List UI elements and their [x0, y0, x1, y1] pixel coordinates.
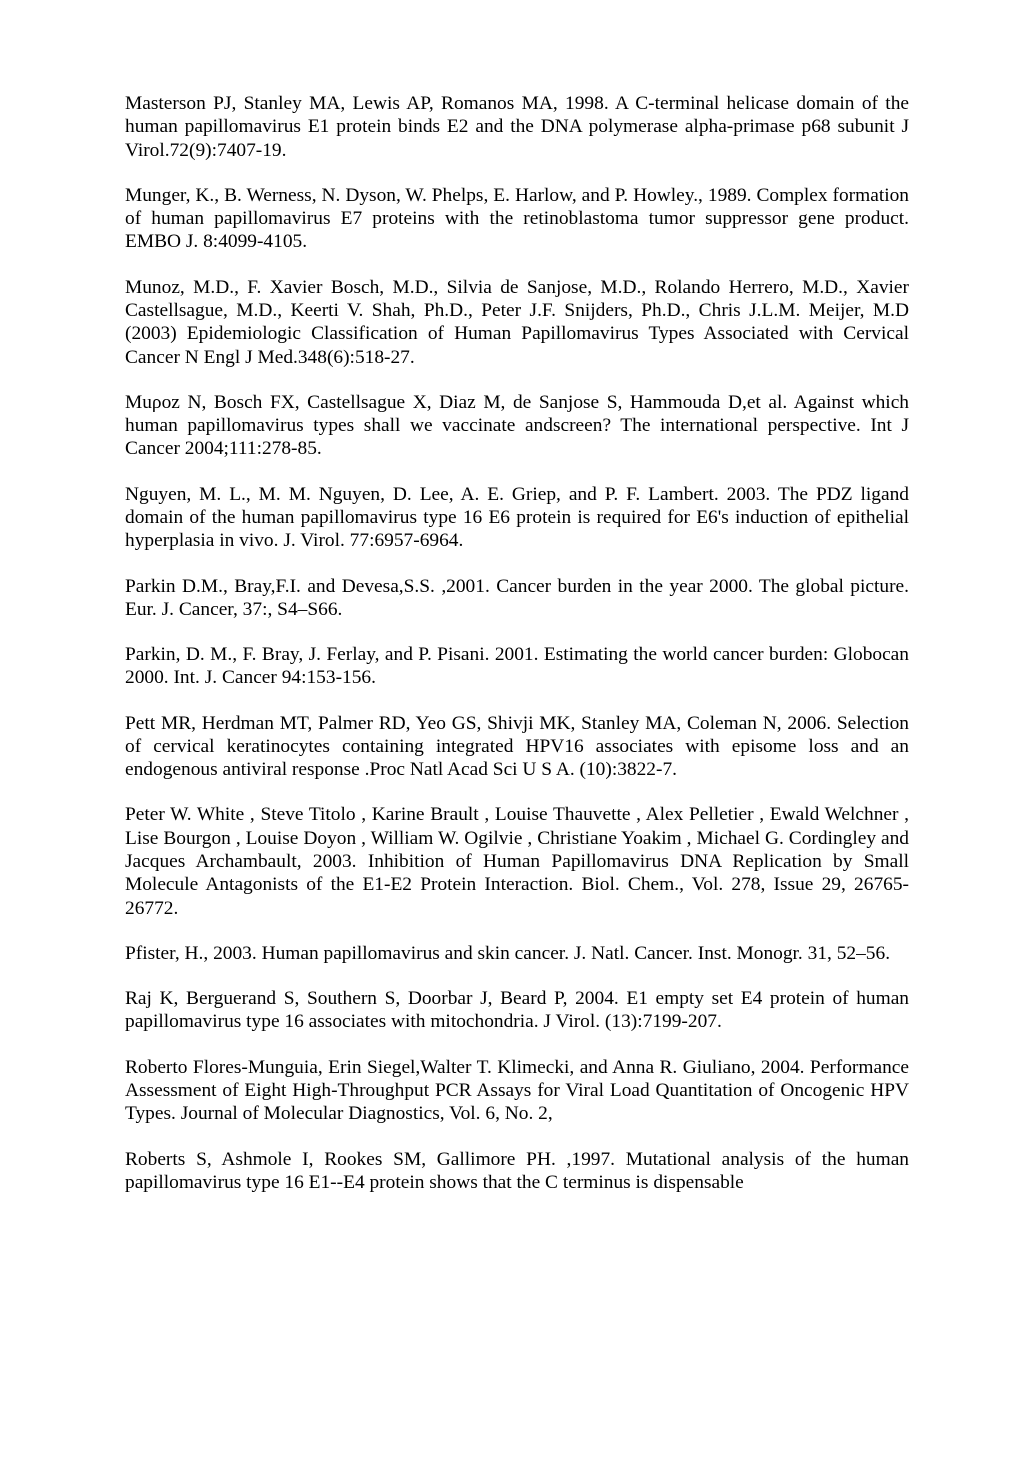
- reference-entry: Pfister, H., 2003. Human papillomavirus …: [125, 942, 909, 965]
- reference-entry: Roberto Flores-Munguia, Erin Siegel,Walt…: [125, 1056, 909, 1126]
- reference-entry: Muρoz N, Bosch FX, Castellsague X, Diaz …: [125, 391, 909, 461]
- reference-entry: Pett MR, Herdman MT, Palmer RD, Yeo GS, …: [125, 712, 909, 782]
- reference-entry: Raj K, Berguerand S, Southern S, Doorbar…: [125, 987, 909, 1034]
- reference-entry: Munger, K., B. Werness, N. Dyson, W. Phe…: [125, 184, 909, 254]
- reference-entry: Parkin D.M., Bray,F.I. and Devesa,S.S. ,…: [125, 575, 909, 622]
- reference-entry: Nguyen, M. L., M. M. Nguyen, D. Lee, A. …: [125, 483, 909, 553]
- reference-entry: Parkin, D. M., F. Bray, J. Ferlay, and P…: [125, 643, 909, 690]
- page: Masterson PJ, Stanley MA, Lewis AP, Roma…: [0, 0, 1024, 1483]
- reference-entry: Masterson PJ, Stanley MA, Lewis AP, Roma…: [125, 92, 909, 162]
- reference-entry: Peter W. White , Steve Titolo , Karine B…: [125, 803, 909, 919]
- reference-entry: Roberts S, Ashmole I, Rookes SM, Gallimo…: [125, 1148, 909, 1195]
- reference-entry: Munoz, M.D., F. Xavier Bosch, M.D., Silv…: [125, 276, 909, 369]
